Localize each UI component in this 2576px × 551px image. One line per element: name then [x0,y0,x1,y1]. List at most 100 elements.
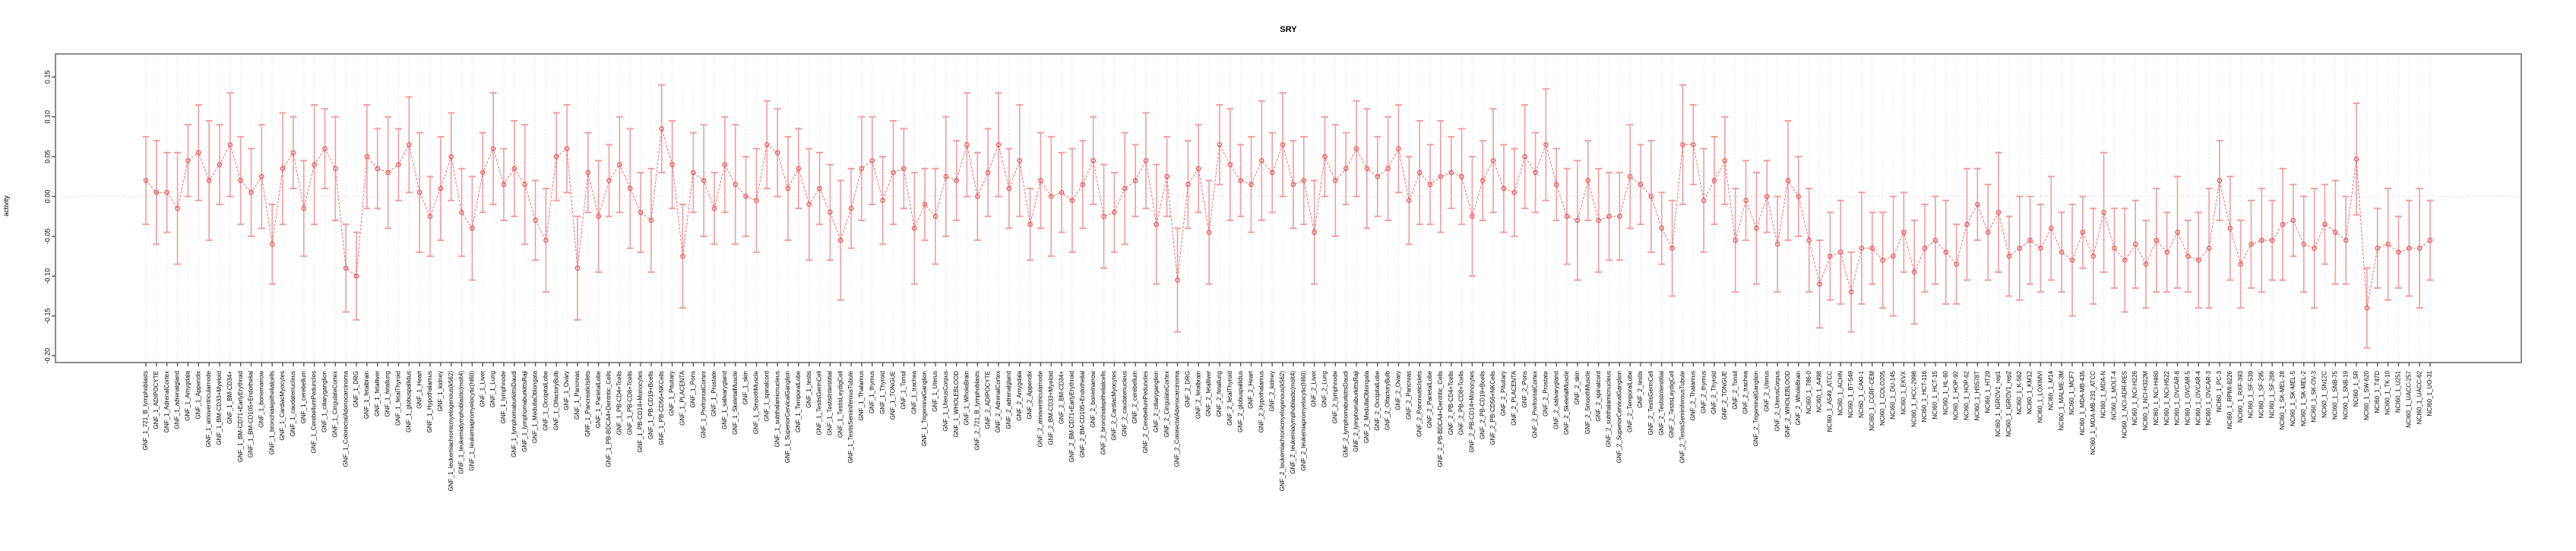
data-point [722,162,728,167]
x-tick-label: GNF_2_721_B_lymphoblasts [973,371,980,451]
x-tick-label: GNF_1_caudatenucleus [290,371,296,436]
x-tick-label: NCI60_1_SR [2353,371,2359,407]
data-point [259,174,264,179]
x-tick-label: GNF_2_ParietalLobe [1426,370,1433,428]
x-tick-label: GNF_1_fetalThyroid [395,371,402,426]
data-point [2312,245,2317,251]
x-tick-label: NCI60_1_HCC-2998 [1910,370,1917,426]
x-tick-label: GNF_1_atrioventricularnode [205,370,212,447]
x-tick-label: GNF_1_leukemiachronicmyelogenous(k562) [448,371,454,492]
x-tick-label: NCI60_1_COLO205 [1879,370,1886,426]
data-point [1259,158,1264,163]
x-tick-label: GNF_2_Prostate [1542,370,1549,416]
data-point [1238,178,1243,183]
data-point [175,205,180,211]
data-point [1574,217,1581,223]
x-tick-label: GNF_1_Hypothalamus [426,371,433,432]
x-tick-label: NCI60_1_MDA-N [2100,371,2107,418]
data-point [2322,221,2328,227]
data-point [2343,237,2349,243]
data-point [964,142,970,147]
data-point [2017,245,2023,251]
x-tick-label: GNF_2_PB-CD14+Monocytes [1469,371,1476,452]
x-tick-label: NCI60_1_OVCAR-5 [2185,370,2191,425]
data-point [2112,245,2117,251]
x-tick-label: GNF_1_subthalamicnucleus [774,371,780,448]
x-tick-label: NCI60_1_TK-10 [2385,370,2391,414]
data-point [1017,158,1023,163]
x-tick-label: GNF_2_fetalliver [1205,371,1212,416]
data-point [1806,237,1812,243]
y-tick-label: -0.15 [43,308,51,324]
x-tick-label: NCI60_1_ACHN [1837,371,1843,416]
x-tick-label: NCI60_1_SN12C [2321,371,2328,418]
data-point [1869,245,1875,251]
data-point [1280,142,1286,147]
data-point [1416,169,1422,176]
x-tick-label: NCI60_1_A549_ATCC [1827,371,1834,432]
data-point [2269,237,2275,243]
data-point [1396,146,1401,151]
data-point [1859,245,1865,251]
data-point [280,166,286,172]
x-tick-label: NCI60_1_HCT-116 [1921,370,1928,422]
x-tick-label: GNF_2_TrigeminalGanglion [1753,371,1760,446]
x-tick-label: GNF_1_Ovary [563,371,570,410]
x-tick-label: GNF_2_DRG [1185,371,1191,407]
data-point [659,126,665,131]
x-tick-label: GNF_2_Thyroid [1710,371,1717,414]
data-point [1385,166,1391,172]
data-point [880,198,885,203]
data-point [2175,230,2180,235]
data-point [2132,242,2138,247]
data-point [1407,198,1412,203]
data-point [1954,261,1959,267]
x-tick-label: GNF_1_trachea [910,370,917,413]
x-tick-label: GNF_1_lymphnode [500,370,507,423]
x-tick-label: GNF_1_SmoothMuscle [753,370,760,434]
data-point [238,178,243,183]
data-point [2353,156,2359,162]
data-point [2301,242,2307,247]
data-point [448,154,454,160]
x-tick-label: NCI60_1_SW-620 [2363,370,2370,420]
x-tick-label: GNF_2_OlfactoryBulb [1385,370,1391,430]
data-point [301,205,307,211]
x-tick-label: NCI60_1_OVCAR-8 [2174,370,2181,425]
x-tick-label: GNF_1_Tonsil [900,371,907,410]
data-point [627,185,633,192]
data-point [2416,245,2423,251]
data-point [1880,258,1885,263]
data-point [764,142,770,147]
x-tick-label: GNF_2_TestisGermCell [1647,371,1654,435]
data-point [985,169,991,176]
data-point [164,190,169,195]
data-point [638,210,644,215]
data-point [1459,174,1464,179]
data-point [438,185,444,192]
data-point [1627,174,1633,179]
x-tick-label: GNF_2_SmoothMuscle [1584,370,1591,434]
x-tick-label: GNF_1_721_B_lymphoblasts [142,371,149,451]
data-point [943,174,949,179]
x-tick-label: GNF_1_Pons [689,371,696,407]
x-tick-label: GNF_1_Prostate [710,370,717,416]
x-tick-label: GNF_1_Lung [489,371,496,407]
x-tick-label: GNF_2_lymphomaburkittsDaudi [1342,371,1349,458]
x-tick-label: GNF_1_OccipitalLobe [543,370,549,430]
x-tick-label: GNF_2_TestisSeminiferousTubule [1679,370,1686,463]
x-tick-label: NCI60_1_HOP-92 [1953,370,1960,420]
y-tick-label: 0.10 [43,110,51,124]
y-tick-label: 0.00 [43,190,51,204]
data-point [2049,226,2054,231]
data-point [1995,210,2002,215]
x-tick-label: GNF_1_ADIPOCYTE [153,371,160,429]
data-point [1564,214,1570,219]
x-tick-label: GNF_2_CerebellumPeduncles [1142,371,1149,454]
x-tick-label: GNF_2_TestisLeydigCell [1669,371,1676,438]
data-point [995,142,1002,147]
data-point [1312,230,1317,235]
x-tick-label: GNF_2_Pons [1521,371,1528,407]
data-point [1701,198,1707,203]
